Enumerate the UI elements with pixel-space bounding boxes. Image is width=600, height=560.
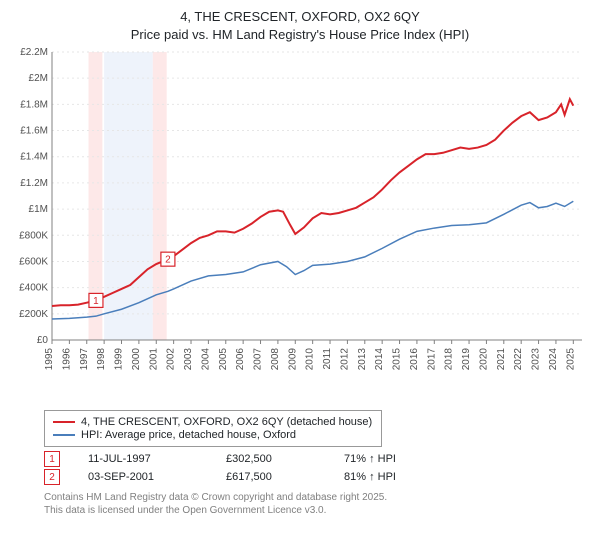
svg-text:1997: 1997 bbox=[79, 348, 90, 371]
legend-item-price-paid: 4, THE CRESCENT, OXFORD, OX2 6QY (detach… bbox=[53, 416, 373, 428]
tx-delta: 81% ↑ HPI bbox=[344, 471, 434, 483]
table-row: 1 11-JUL-1997 £302,500 71% ↑ HPI bbox=[44, 451, 592, 467]
title-line-1: 4, THE CRESCENT, OXFORD, OX2 6QY bbox=[180, 9, 420, 24]
tx-date: 03-SEP-2001 bbox=[88, 471, 198, 483]
svg-text:£0: £0 bbox=[37, 335, 49, 346]
svg-text:£1.4M: £1.4M bbox=[20, 152, 48, 163]
svg-text:2009: 2009 bbox=[287, 348, 298, 371]
svg-text:£600K: £600K bbox=[19, 257, 48, 268]
footnote: Contains HM Land Registry data © Crown c… bbox=[44, 491, 592, 517]
svg-text:£200K: £200K bbox=[19, 309, 48, 320]
transactions-table: 1 11-JUL-1997 £302,500 71% ↑ HPI 2 03-SE… bbox=[44, 451, 592, 485]
svg-text:1996: 1996 bbox=[61, 348, 72, 371]
svg-text:2016: 2016 bbox=[409, 348, 420, 371]
svg-text:2001: 2001 bbox=[148, 348, 159, 371]
legend-label-2: HPI: Average price, detached house, Oxfo… bbox=[81, 429, 296, 441]
legend-item-hpi: HPI: Average price, detached house, Oxfo… bbox=[53, 429, 373, 441]
svg-text:2010: 2010 bbox=[305, 348, 316, 371]
tx-price: £617,500 bbox=[226, 471, 316, 483]
legend-swatch-2 bbox=[53, 434, 75, 436]
svg-text:£1.6M: £1.6M bbox=[20, 126, 48, 137]
footnote-line-2: This data is licensed under the Open Gov… bbox=[44, 505, 326, 516]
svg-text:2004: 2004 bbox=[200, 348, 211, 371]
svg-text:2005: 2005 bbox=[218, 348, 229, 371]
svg-text:2: 2 bbox=[165, 255, 171, 266]
tx-date: 11-JUL-1997 bbox=[88, 453, 198, 465]
table-row: 2 03-SEP-2001 £617,500 81% ↑ HPI bbox=[44, 469, 592, 485]
svg-text:2022: 2022 bbox=[513, 348, 524, 371]
svg-text:2019: 2019 bbox=[461, 348, 472, 371]
chart-title: 4, THE CRESCENT, OXFORD, OX2 6QY Price p… bbox=[8, 8, 592, 44]
svg-text:1995: 1995 bbox=[44, 348, 55, 371]
svg-text:2023: 2023 bbox=[531, 348, 542, 371]
svg-text:2018: 2018 bbox=[444, 348, 455, 371]
footnote-line-1: Contains HM Land Registry data © Crown c… bbox=[44, 492, 387, 503]
svg-text:2012: 2012 bbox=[339, 348, 350, 371]
svg-text:2006: 2006 bbox=[235, 348, 246, 371]
svg-text:£800K: £800K bbox=[19, 231, 48, 242]
svg-text:2020: 2020 bbox=[478, 348, 489, 371]
title-line-2: Price paid vs. HM Land Registry's House … bbox=[131, 27, 469, 42]
svg-text:£2M: £2M bbox=[29, 74, 48, 85]
tx-price: £302,500 bbox=[226, 453, 316, 465]
svg-text:2015: 2015 bbox=[392, 348, 403, 371]
tx-delta: 71% ↑ HPI bbox=[344, 453, 434, 465]
svg-text:1: 1 bbox=[93, 296, 99, 307]
marker-icon: 1 bbox=[44, 451, 60, 467]
svg-text:£1M: £1M bbox=[29, 204, 48, 215]
svg-text:2000: 2000 bbox=[131, 348, 142, 371]
marker-icon: 2 bbox=[44, 469, 60, 485]
price-chart: £0 £200K £400K £600K £800K £1M £1.2M £1.4M £1.6M… bbox=[8, 44, 592, 404]
svg-text:2011: 2011 bbox=[322, 348, 333, 370]
svg-text:£1.8M: £1.8M bbox=[20, 100, 48, 111]
svg-text:2013: 2013 bbox=[357, 348, 368, 371]
chart-container: £0 £200K £400K £600K £800K £1M £1.2M £1.4M £1.6M… bbox=[8, 44, 592, 404]
svg-text:2003: 2003 bbox=[183, 348, 194, 371]
svg-text:2014: 2014 bbox=[374, 348, 385, 371]
svg-text:£1.2M: £1.2M bbox=[20, 178, 48, 189]
svg-text:1999: 1999 bbox=[114, 348, 125, 371]
svg-text:2017: 2017 bbox=[426, 348, 437, 371]
svg-text:£400K: £400K bbox=[19, 283, 48, 294]
svg-text:2025: 2025 bbox=[565, 348, 576, 371]
svg-text:2007: 2007 bbox=[253, 348, 264, 371]
svg-text:2021: 2021 bbox=[496, 348, 507, 371]
svg-text:2008: 2008 bbox=[270, 348, 281, 371]
svg-text:£2.2M: £2.2M bbox=[20, 47, 48, 58]
legend-label-1: 4, THE CRESCENT, OXFORD, OX2 6QY (detach… bbox=[81, 416, 372, 428]
legend-swatch-1 bbox=[53, 421, 75, 423]
svg-text:2024: 2024 bbox=[548, 348, 559, 371]
svg-text:2002: 2002 bbox=[166, 348, 177, 371]
svg-text:1998: 1998 bbox=[96, 348, 107, 371]
legend: 4, THE CRESCENT, OXFORD, OX2 6QY (detach… bbox=[44, 410, 382, 447]
